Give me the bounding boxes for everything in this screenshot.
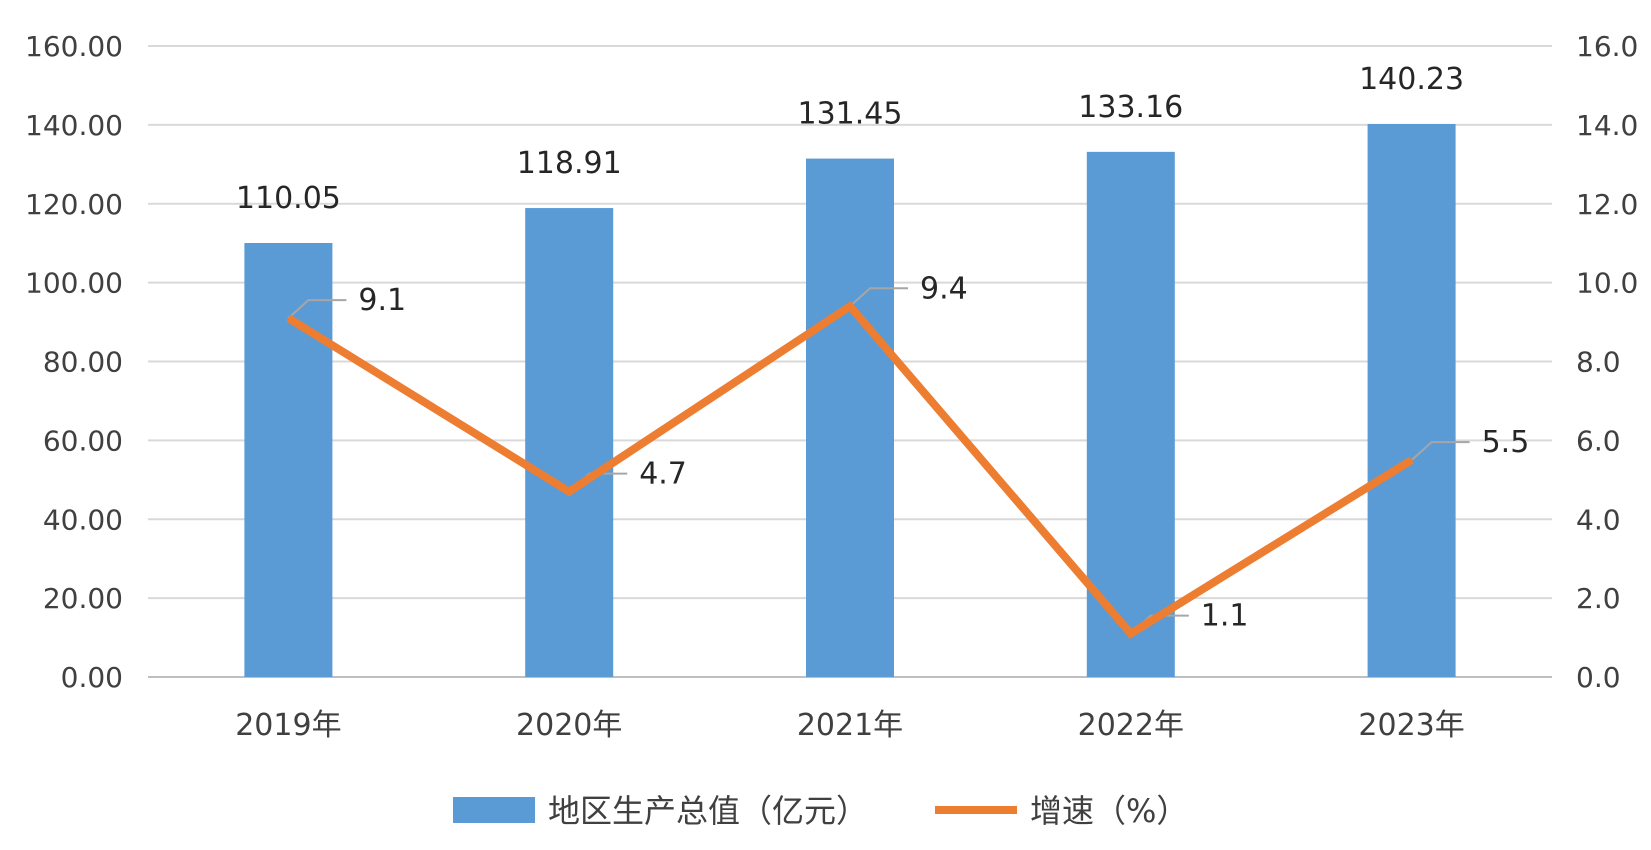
line-point — [1410, 459, 1413, 462]
category-label: 2022年 — [1078, 708, 1184, 743]
left-tick-label: 160.00 — [25, 30, 123, 63]
right-tick-label: 0.0 — [1576, 661, 1621, 694]
right-axis-tick-labels: 0.0 2.0 4.0 6.0 8.0 10.0 12.0 14.0 16.0 — [1576, 30, 1638, 694]
right-tick-label: 12.0 — [1576, 188, 1638, 221]
left-axis-tick-labels: 0.00 20.00 40.00 60.00 80.00 100.00 120.00 140.… — [25, 30, 123, 694]
line-value-label: 1.1 — [1201, 599, 1249, 634]
line-series — [286, 301, 1414, 639]
bar-value-label: 110.05 — [236, 181, 341, 216]
leader-line — [1410, 441, 1470, 461]
right-tick-label: 4.0 — [1576, 503, 1621, 536]
bar-value-label: 131.45 — [798, 97, 903, 132]
left-tick-label: 60.00 — [43, 424, 123, 457]
left-tick-label: 100.00 — [25, 267, 123, 300]
line-point — [287, 317, 290, 320]
right-tick-label: 6.0 — [1576, 424, 1621, 457]
bar-value-label: 118.91 — [517, 146, 622, 181]
leader-line — [287, 299, 347, 319]
bar — [1367, 123, 1456, 677]
left-tick-label: 120.00 — [25, 188, 123, 221]
line-value-label: 9.4 — [920, 271, 968, 306]
legend: 地区生产总值（亿元） 增速（%） — [453, 792, 1188, 830]
category-label: 2020年 — [516, 708, 622, 743]
legend-bar-swatch — [453, 797, 535, 823]
right-tick-label: 14.0 — [1576, 109, 1638, 142]
leader-line — [849, 287, 908, 308]
bar-series — [244, 123, 1456, 678]
category-label: 2021年 — [797, 708, 903, 743]
right-tick-label: 16.0 — [1576, 30, 1638, 63]
line-point — [849, 305, 851, 308]
bar-data-labels: 110.05 118.91 131.45 133.16 140.23 — [236, 62, 1464, 216]
category-label: 2023年 — [1358, 708, 1464, 743]
left-tick-label: 80.00 — [43, 346, 123, 379]
bar — [806, 158, 894, 677]
left-tick-label: 40.00 — [43, 503, 123, 536]
left-tick-label: 20.00 — [43, 582, 123, 615]
line-point — [1129, 632, 1132, 635]
line-value-label: 4.7 — [639, 457, 687, 492]
right-tick-label: 2.0 — [1576, 582, 1621, 615]
legend-bar-label: 地区生产总值（亿元） — [548, 792, 868, 830]
bar-value-label: 140.23 — [1359, 62, 1464, 97]
left-tick-label: 140.00 — [25, 109, 123, 142]
legend-line-label: 增速（%） — [1030, 792, 1188, 830]
line-point — [568, 490, 571, 493]
bar — [1086, 151, 1175, 678]
category-axis-labels: 2019年 2020年 2021年 2022年 2023年 — [235, 708, 1465, 743]
right-tick-label: 8.0 — [1576, 346, 1621, 379]
bar — [525, 208, 614, 677]
line-value-label: 9.1 — [358, 283, 406, 318]
category-label: 2019年 — [235, 708, 341, 743]
left-tick-label: 0.00 — [61, 661, 123, 694]
line-data-labels: 9.1 4.7 9.4 1.1 5.5 — [358, 271, 1529, 633]
right-tick-label: 10.0 — [1576, 267, 1638, 300]
bar — [244, 242, 333, 678]
line-value-label: 5.5 — [1482, 425, 1530, 460]
bar-value-label: 133.16 — [1078, 90, 1183, 125]
